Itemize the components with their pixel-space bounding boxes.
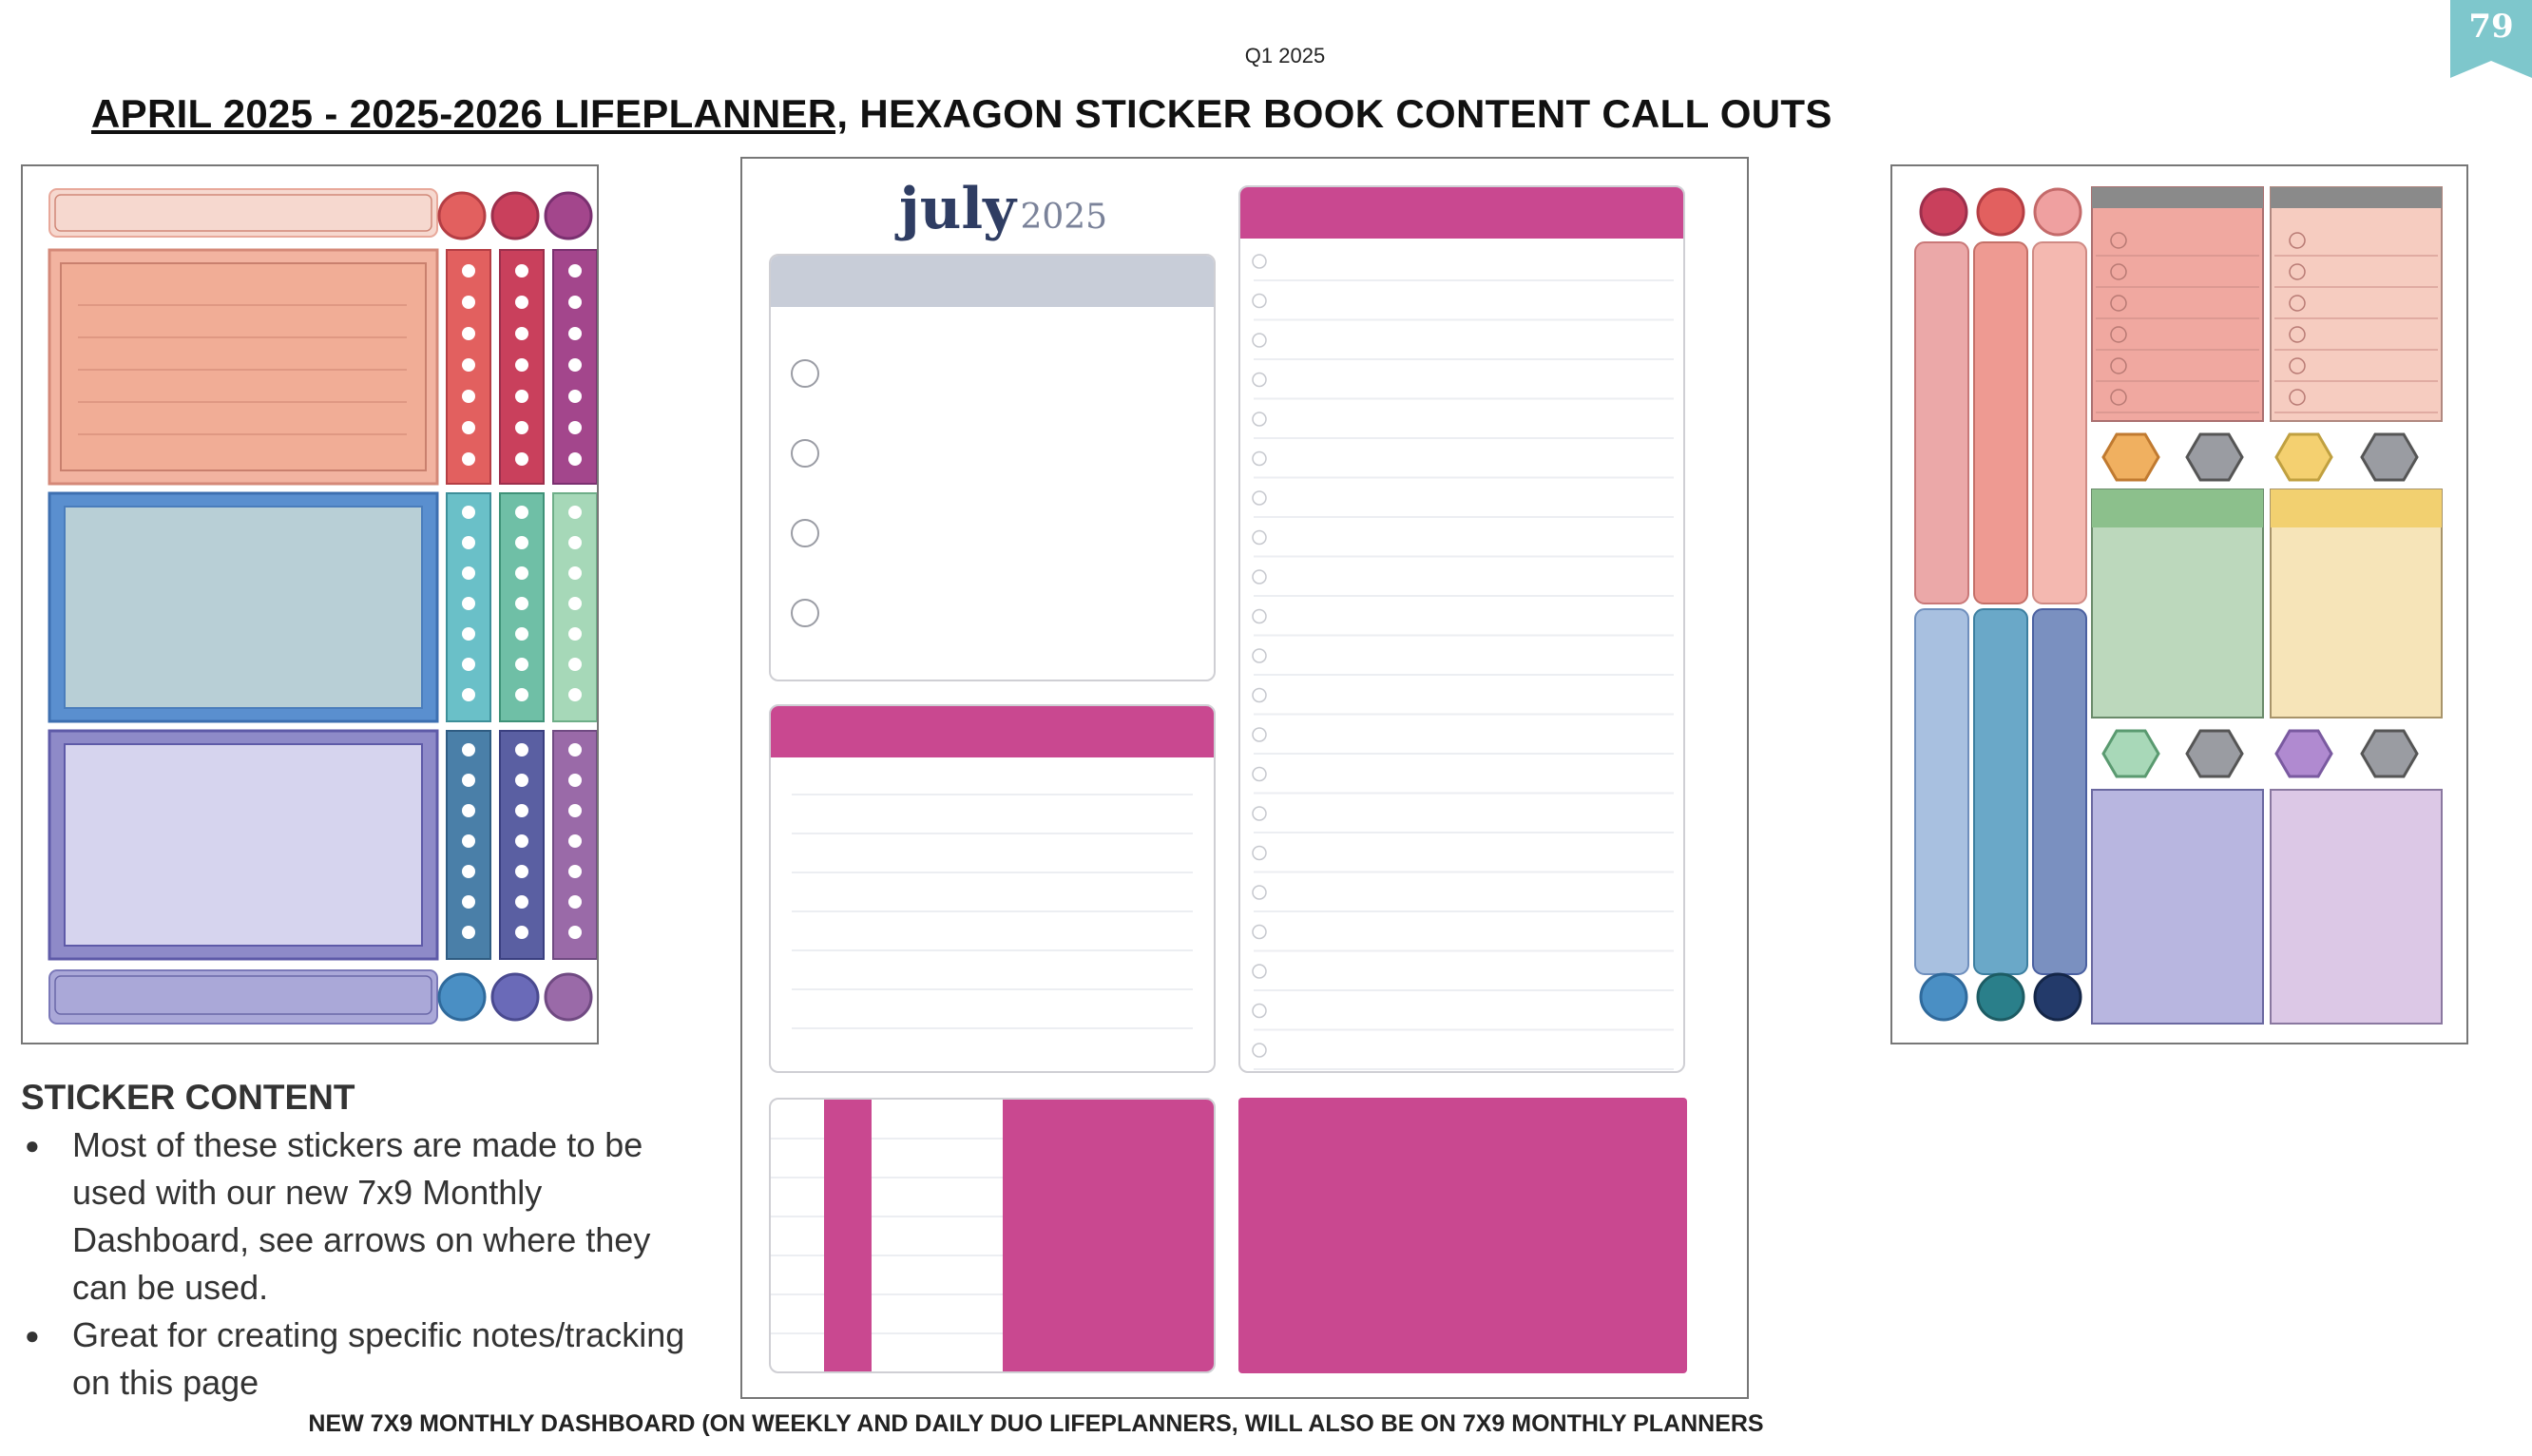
dashboard-month-heading: july 2025 — [899, 176, 1107, 242]
dashboard-year: 2025 — [1020, 198, 1108, 237]
tracker-art — [771, 1100, 1214, 1371]
sticker-content-heading: STICKER CONTENT — [21, 1078, 355, 1117]
right-sticker-sheet — [1890, 164, 2468, 1044]
tracker-card — [769, 1098, 1216, 1373]
quarter-label: Q1 2025 — [1244, 44, 1326, 67]
page-number: 79 — [2468, 8, 2514, 46]
tall-checklist-rows — [1252, 254, 1674, 1070]
tall-checklist-card — [1238, 185, 1685, 1073]
sticker-content-bullet: Most of these stickers are made to be us… — [21, 1121, 686, 1312]
monthly-dashboard: july 2025 — [740, 157, 1749, 1399]
magenta-block — [1238, 1098, 1687, 1373]
footer-note: NEW 7X9 MONTHLY DASHBOARD (ON WEEKLY AND… — [308, 1410, 1764, 1437]
page-title: APRIL 2025 - 2025-2026 LIFEPLANNER, HEXA… — [91, 91, 1832, 137]
page-title-underlined: APRIL 2025 - 2025-2026 LIFEPLANNER, — [91, 91, 849, 136]
tall-checklist-card-header — [1240, 187, 1683, 239]
left-sticker-sheet-art — [48, 188, 598, 1025]
dashboard-month: july — [899, 176, 1016, 242]
lined-notes-card-header — [771, 706, 1214, 757]
lined-notes-lines — [771, 757, 1214, 1029]
checklist-card-header — [771, 256, 1214, 307]
page-number-ribbon: 79 — [2450, 0, 2532, 78]
sticker-content-bullet: Great for creating specific notes/tracki… — [21, 1312, 686, 1407]
lined-notes-card — [769, 704, 1216, 1073]
sticker-content-list: Most of these stickers are made to be us… — [21, 1121, 686, 1407]
left-sticker-sheet — [21, 164, 599, 1044]
right-sticker-sheet-art — [1914, 186, 2443, 1025]
page-title-rest: HEXAGON STICKER BOOK CONTENT CALL OUTS — [848, 91, 1832, 136]
checklist-circles — [791, 359, 819, 627]
checklist-card — [769, 254, 1216, 681]
